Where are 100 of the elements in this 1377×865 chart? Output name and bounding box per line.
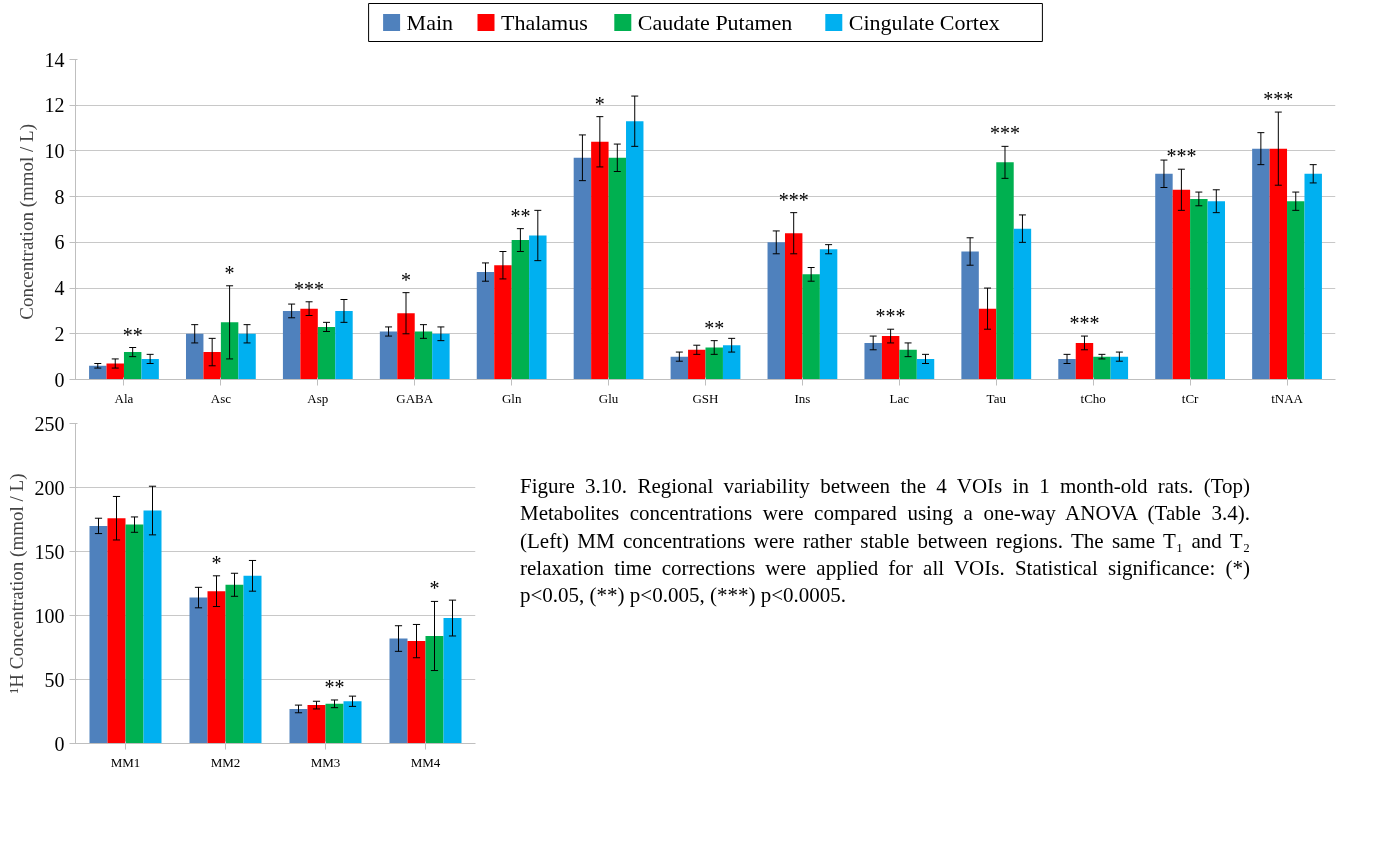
bar bbox=[1013, 228, 1032, 380]
annotation: *** bbox=[1166, 145, 1197, 168]
bar bbox=[243, 575, 262, 744]
bar bbox=[141, 358, 159, 380]
bar bbox=[225, 584, 244, 744]
y-tick-label: 4 bbox=[54, 277, 65, 300]
annotation: *** bbox=[1069, 312, 1100, 335]
bar bbox=[238, 333, 256, 380]
bar bbox=[608, 157, 627, 380]
bar bbox=[397, 313, 415, 380]
bar bbox=[626, 121, 644, 380]
y-tick-label: 14 bbox=[44, 48, 65, 71]
bar bbox=[407, 641, 426, 744]
annotation: * bbox=[211, 551, 222, 574]
bar bbox=[978, 308, 997, 380]
bar bbox=[802, 274, 820, 380]
x-tick-label: Ins bbox=[794, 390, 811, 406]
y-tick-label: 8 bbox=[54, 185, 65, 208]
x-tick-label: MM2 bbox=[210, 754, 241, 770]
bar bbox=[203, 352, 221, 380]
y-tick-label: 6 bbox=[54, 231, 65, 254]
y-tick-label: 12 bbox=[44, 94, 65, 117]
x-tick-label: Asc bbox=[210, 390, 232, 406]
annotation: * bbox=[401, 268, 412, 291]
bar bbox=[189, 597, 208, 744]
annotation: * bbox=[594, 92, 605, 115]
bar bbox=[1093, 356, 1111, 380]
bar bbox=[1172, 189, 1191, 380]
y-tick-label: 50 bbox=[44, 668, 65, 691]
bar bbox=[107, 518, 126, 744]
y-tick-label: 150 bbox=[34, 540, 65, 563]
x-tick-label: Lac bbox=[889, 390, 910, 406]
bar bbox=[961, 251, 979, 380]
caption: Figure 3.10. Regional variability between the 4 VOIs in 1 month-old rats. (Top) Metabolites concentrations were compared using a one-way ANOVA (Table 3.4). (Left) MM concentrations were rather stable between regions. The same T₁ and T₂ relaxation time corrections were applied for all VOIs. Statistical significance: (*) p<0.05, (**) p<0.005, (***) p<0.0005. bbox=[520, 473, 1250, 610]
bar bbox=[389, 638, 408, 744]
bar bbox=[414, 331, 433, 380]
legend-label: Cingulate Cortex bbox=[848, 10, 1000, 35]
x-tick-label: Tau bbox=[986, 390, 1007, 406]
bar bbox=[1304, 173, 1322, 380]
bar bbox=[767, 242, 785, 380]
x-tick-label: GSH bbox=[692, 390, 719, 406]
bar bbox=[379, 331, 398, 380]
bar bbox=[289, 708, 308, 744]
bar bbox=[819, 249, 838, 380]
bar bbox=[864, 342, 882, 380]
bar bbox=[784, 233, 803, 380]
bar bbox=[688, 349, 706, 380]
y-axis-title: ¹H Concentration (mmol / L) bbox=[5, 473, 28, 694]
bar bbox=[899, 349, 917, 380]
bar bbox=[300, 308, 318, 380]
x-tick-label: Asp bbox=[307, 390, 329, 406]
y-tick-label: 0 bbox=[54, 368, 65, 391]
bar bbox=[1190, 198, 1208, 380]
x-tick-label: Glu bbox=[598, 390, 619, 406]
y-tick-label: 10 bbox=[44, 139, 65, 162]
annotation: ** bbox=[510, 204, 531, 227]
bar bbox=[705, 347, 723, 380]
bar bbox=[335, 310, 353, 380]
bar bbox=[881, 336, 900, 380]
bar bbox=[1155, 173, 1173, 380]
annotation: * bbox=[429, 577, 440, 600]
annotation: ** bbox=[704, 316, 725, 339]
bar bbox=[89, 365, 107, 380]
bar bbox=[123, 352, 142, 380]
bar bbox=[1269, 148, 1288, 380]
bar bbox=[1110, 356, 1129, 380]
bar bbox=[529, 235, 547, 380]
annotation: *** bbox=[1263, 88, 1294, 111]
x-tick-label: MM4 bbox=[410, 754, 441, 770]
bar bbox=[282, 310, 301, 380]
bar bbox=[207, 591, 226, 744]
legend-label: Thalamus bbox=[501, 10, 588, 35]
x-tick-label: Gln bbox=[501, 390, 522, 406]
bar bbox=[317, 326, 336, 380]
bar bbox=[1287, 201, 1305, 380]
bar bbox=[494, 265, 512, 380]
bar bbox=[1252, 148, 1270, 380]
bar bbox=[343, 701, 362, 744]
bar bbox=[307, 705, 326, 744]
bar bbox=[143, 510, 162, 744]
x-tick-label: GABA bbox=[396, 390, 434, 406]
bar bbox=[916, 358, 935, 380]
bar bbox=[670, 356, 689, 380]
y-axis-title: Concentration (mmol / L) bbox=[15, 123, 38, 320]
bar bbox=[220, 322, 239, 380]
bar bbox=[573, 157, 592, 380]
bar bbox=[511, 240, 530, 380]
y-tick-label: 2 bbox=[54, 322, 65, 345]
annotation: *** bbox=[294, 277, 325, 300]
bar bbox=[425, 635, 444, 744]
bar bbox=[722, 345, 741, 380]
bar bbox=[591, 141, 609, 380]
x-tick-label: MM1 bbox=[110, 754, 141, 770]
x-tick-label: tCr bbox=[1181, 390, 1200, 406]
y-tick-label: 0 bbox=[54, 732, 65, 755]
y-tick-label: 100 bbox=[34, 604, 65, 627]
legend-label: Main bbox=[406, 10, 454, 35]
x-tick-label: Ala bbox=[114, 390, 134, 406]
bar bbox=[1075, 342, 1094, 380]
y-tick-label: 200 bbox=[34, 476, 65, 499]
